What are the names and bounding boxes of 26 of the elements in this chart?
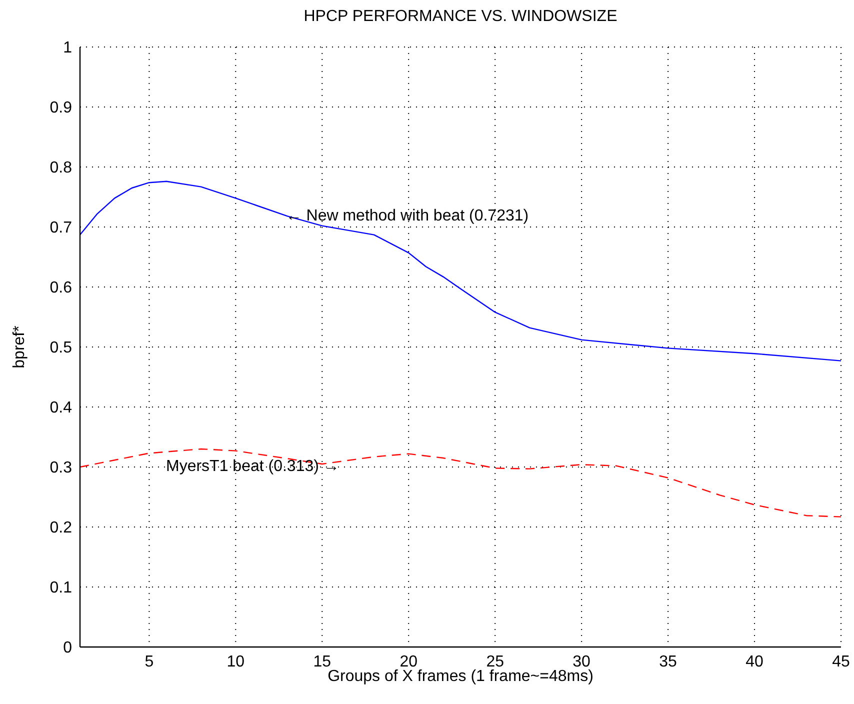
x-tick-label: 40 — [746, 653, 764, 670]
x-tick-label: 35 — [659, 653, 678, 670]
y-tick-label: 0.3 — [50, 460, 72, 477]
chart-title: HPCP PERFORMANCE VS. WINDOWSIZE — [302, 8, 618, 26]
x-tick-label: 45 — [832, 653, 850, 670]
x-tick-label: 10 — [226, 653, 245, 670]
y-tick-label: 0.4 — [50, 400, 72, 417]
x-tick-label: 30 — [572, 653, 591, 670]
y-tick-label: 0.7 — [50, 220, 72, 237]
y-tick-label: 0.9 — [50, 100, 72, 117]
x-tick-label: 25 — [486, 653, 504, 670]
x-tick-label: 15 — [313, 653, 332, 670]
y-tick-label: 0.8 — [50, 160, 72, 177]
y-tick-label: 0 — [63, 640, 72, 657]
y-tick-label: 0.2 — [50, 520, 72, 537]
y-tick-label: 0.5 — [50, 340, 72, 357]
line-series — [80, 180, 841, 362]
x-tick-label: 5 — [144, 653, 154, 670]
y-tick-label: 0.1 — [50, 580, 72, 597]
y-tick-label: 1 — [63, 40, 72, 57]
y-tick-label: 0.6 — [50, 280, 72, 297]
x-axis-title: Groups of X frames (1 frame~=48ms) — [328, 668, 594, 685]
annotation: MyersT1 beat (0.313) → — [166, 458, 340, 476]
y-axis-title: bpref* — [11, 326, 29, 368]
x-tick-label: 20 — [400, 653, 418, 670]
line-series — [80, 448, 841, 518]
